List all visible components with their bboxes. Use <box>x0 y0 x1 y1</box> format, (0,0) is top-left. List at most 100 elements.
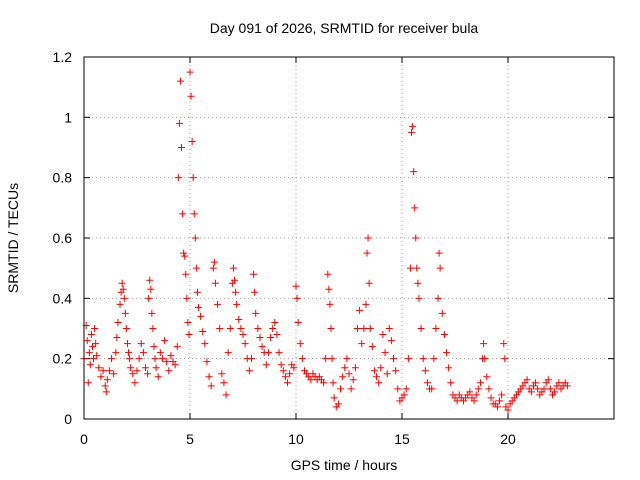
x-tick-label: 10 <box>288 431 304 447</box>
data-point <box>423 379 431 387</box>
data-point <box>180 249 188 257</box>
data-point <box>298 355 306 363</box>
data-point <box>293 294 301 302</box>
data-point <box>85 349 93 357</box>
data-point <box>156 349 164 357</box>
data-point <box>394 385 402 393</box>
data-point <box>84 379 92 387</box>
data-point <box>480 340 488 348</box>
data-point <box>410 168 418 176</box>
data-point <box>179 210 187 218</box>
data-point <box>235 315 243 323</box>
data-point <box>500 340 508 348</box>
data-point <box>328 355 336 363</box>
y-tick-label: 0.4 <box>53 290 73 306</box>
data-point <box>428 385 436 393</box>
data-point <box>345 370 353 378</box>
data-point <box>149 325 157 332</box>
data-point <box>402 385 410 393</box>
data-point <box>356 306 364 314</box>
data-point <box>256 334 264 342</box>
data-point <box>392 367 400 375</box>
data-point <box>387 337 395 345</box>
data-point <box>250 270 258 278</box>
data-point <box>408 128 416 136</box>
data-points <box>80 68 571 414</box>
data-point <box>264 349 272 357</box>
data-point <box>496 397 504 405</box>
data-point <box>252 309 260 317</box>
data-point <box>540 385 548 393</box>
data-point <box>121 309 129 317</box>
data-point <box>216 325 224 332</box>
data-point <box>501 355 509 363</box>
data-point <box>147 285 155 293</box>
data-point <box>233 300 241 308</box>
data-point <box>210 258 218 266</box>
data-point <box>165 367 173 375</box>
data-point <box>239 331 247 339</box>
data-point <box>325 285 333 293</box>
data-point <box>174 174 182 182</box>
data-point <box>337 385 345 393</box>
data-point <box>330 394 338 402</box>
data-point <box>145 294 153 302</box>
data-point <box>296 340 304 348</box>
data-point <box>112 349 120 357</box>
data-point <box>434 294 442 302</box>
data-point <box>102 388 110 396</box>
data-point <box>151 355 159 363</box>
data-point <box>110 370 118 378</box>
data-point <box>211 279 219 287</box>
data-point <box>546 385 554 393</box>
data-point <box>364 234 372 242</box>
data-point <box>483 373 491 381</box>
data-point <box>97 373 105 381</box>
data-point <box>105 367 113 375</box>
data-point <box>182 270 190 278</box>
y-tick-label: 1.2 <box>53 49 73 65</box>
data-point <box>258 343 266 351</box>
data-point <box>555 379 563 387</box>
data-point <box>267 334 275 342</box>
data-point <box>207 382 215 390</box>
data-point <box>432 325 440 332</box>
data-point <box>86 361 94 369</box>
data-point <box>181 252 189 260</box>
data-point <box>226 325 234 332</box>
x-tick-label: 0 <box>80 431 88 447</box>
data-point <box>232 288 240 296</box>
data-point <box>322 355 330 363</box>
data-point <box>183 294 191 302</box>
data-point <box>171 361 179 369</box>
data-point <box>119 285 127 293</box>
data-point <box>307 376 315 384</box>
data-point <box>324 270 332 278</box>
data-point <box>443 349 451 357</box>
data-point <box>114 318 122 326</box>
data-point <box>229 264 237 272</box>
data-point <box>129 370 137 378</box>
data-point <box>90 355 98 363</box>
data-point <box>197 312 205 320</box>
data-point <box>341 364 349 372</box>
data-point <box>192 264 200 272</box>
data-point <box>209 264 217 272</box>
data-point <box>360 325 368 332</box>
data-point <box>254 325 262 332</box>
data-point <box>290 364 298 372</box>
data-point <box>472 391 480 399</box>
data-point <box>131 379 139 387</box>
data-point <box>349 376 357 384</box>
data-point <box>199 328 207 336</box>
data-point <box>187 92 195 100</box>
data-point <box>135 355 143 363</box>
data-point <box>193 288 201 296</box>
data-point <box>191 234 199 242</box>
data-point <box>190 210 198 218</box>
data-point <box>445 364 453 372</box>
data-point <box>440 331 448 339</box>
data-point <box>103 376 111 384</box>
y-tick-label: 0 <box>64 411 72 427</box>
data-point <box>137 340 145 348</box>
